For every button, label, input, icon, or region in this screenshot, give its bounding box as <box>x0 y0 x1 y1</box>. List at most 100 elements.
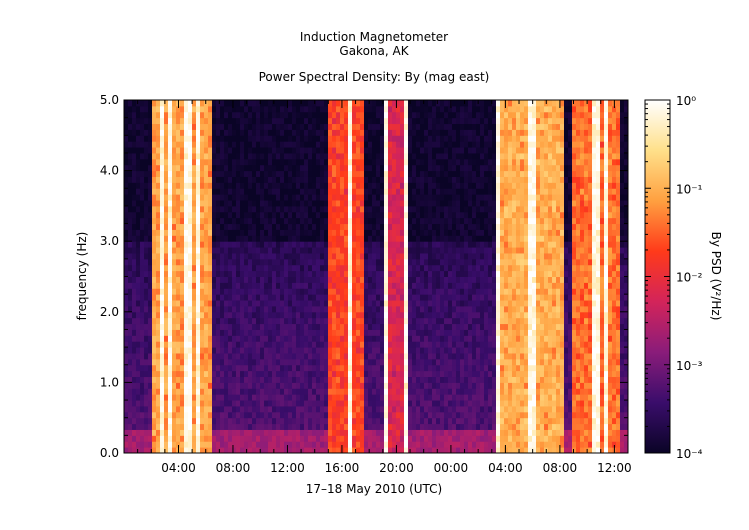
heatmap-cell <box>380 205 385 213</box>
heatmap-cell <box>400 364 405 372</box>
heatmap-cell <box>272 364 277 372</box>
heatmap-cell <box>232 241 237 248</box>
heatmap-cell <box>204 188 209 195</box>
heatmap-cell <box>184 376 189 383</box>
heatmap-cell <box>204 347 209 354</box>
heatmap-cell <box>412 188 417 195</box>
heatmap-cell <box>340 347 345 354</box>
heatmap-cell <box>372 258 377 266</box>
heatmap-cell <box>236 388 241 395</box>
heatmap-cell <box>156 241 161 248</box>
heatmap-cell <box>144 388 149 395</box>
heatmap-cell <box>228 241 233 248</box>
heatmap-cell <box>356 123 361 130</box>
heatmap-cell <box>384 341 389 348</box>
heatmap-cell <box>372 364 377 372</box>
heatmap-cell <box>272 435 277 442</box>
heatmap-cell <box>272 429 277 436</box>
heatmap-cell <box>236 141 241 148</box>
heatmap-cell <box>372 111 377 119</box>
heatmap-cell <box>212 241 217 248</box>
heatmap-cell <box>148 158 153 166</box>
heatmap-cell <box>424 170 429 177</box>
heatmap-cell <box>332 200 337 207</box>
heatmap-cell <box>388 247 393 254</box>
heatmap-cell <box>136 329 141 336</box>
heatmap-cell <box>204 441 209 448</box>
heatmap-cell <box>428 352 433 360</box>
heatmap-cell <box>308 411 313 419</box>
heatmap-cell <box>328 170 333 177</box>
heatmap-cell <box>352 288 357 295</box>
heatmap-cell <box>296 405 301 413</box>
heatmap-cell <box>152 270 157 277</box>
heatmap-cell <box>144 111 149 119</box>
heatmap-cell <box>332 341 337 348</box>
heatmap-cell <box>264 105 269 113</box>
heatmap-cell <box>340 441 345 448</box>
heatmap-cell <box>124 176 129 183</box>
heatmap-cell <box>172 400 177 407</box>
heatmap-cell <box>360 335 365 342</box>
heatmap-cell <box>252 247 257 254</box>
heatmap-cell <box>192 417 197 425</box>
heatmap-cell <box>404 417 409 425</box>
heatmap-cell <box>172 429 177 436</box>
heatmap-cell <box>176 235 181 242</box>
heatmap-cell <box>424 388 429 395</box>
heatmap-cell <box>436 205 441 213</box>
heatmap-cell <box>136 205 141 213</box>
heatmap-cell <box>388 123 393 130</box>
heatmap-cell <box>132 300 137 307</box>
heatmap-cell <box>424 141 429 148</box>
heatmap-cell <box>192 188 197 195</box>
heatmap-cell <box>212 441 217 448</box>
heatmap-cell <box>188 376 193 383</box>
heatmap-cell <box>224 241 229 248</box>
heatmap-cell <box>440 258 445 266</box>
heatmap-cell <box>316 311 321 319</box>
heatmap-cell <box>424 211 429 219</box>
heatmap-cell <box>204 105 209 113</box>
heatmap-cell <box>216 305 221 313</box>
heatmap-cell <box>428 270 433 277</box>
heatmap-cell <box>304 123 309 130</box>
heatmap-cell <box>144 241 149 248</box>
heatmap-cell <box>296 241 301 248</box>
heatmap-cell <box>352 129 357 136</box>
heatmap-cell <box>264 123 269 130</box>
heatmap-cell <box>208 229 213 236</box>
heatmap-cell <box>400 100 405 107</box>
heatmap-cell <box>324 429 329 436</box>
heatmap-cell <box>180 288 185 295</box>
heatmap-cell <box>360 141 365 148</box>
heatmap-cell <box>292 429 297 436</box>
heatmap-cell <box>232 352 237 360</box>
heatmap-cell <box>268 211 273 219</box>
heatmap-cell <box>300 205 305 213</box>
heatmap-cell <box>316 200 321 207</box>
heatmap-cell <box>252 435 257 442</box>
heatmap-cell <box>168 347 173 354</box>
heatmap-cell <box>444 435 449 442</box>
heatmap-cell <box>140 417 145 425</box>
heatmap-cell <box>272 129 277 136</box>
heatmap-cell <box>136 411 141 419</box>
heatmap-cell <box>356 388 361 395</box>
heatmap-cell <box>276 429 281 436</box>
heatmap-cell <box>364 288 369 295</box>
heatmap-cell <box>240 288 245 295</box>
heatmap-cell <box>376 241 381 248</box>
heatmap-cell <box>452 176 457 183</box>
heatmap-cell <box>384 105 389 113</box>
heatmap-cell <box>424 205 429 213</box>
heatmap-cell <box>428 205 433 213</box>
heatmap-cell <box>396 194 401 201</box>
heatmap-cell <box>188 100 193 107</box>
heatmap-cell <box>204 394 209 401</box>
heatmap-cell <box>400 317 405 325</box>
heatmap-cell <box>152 400 157 407</box>
heatmap-cell <box>412 358 417 366</box>
heatmap-cell <box>192 141 197 148</box>
heatmap-cell <box>392 264 397 272</box>
